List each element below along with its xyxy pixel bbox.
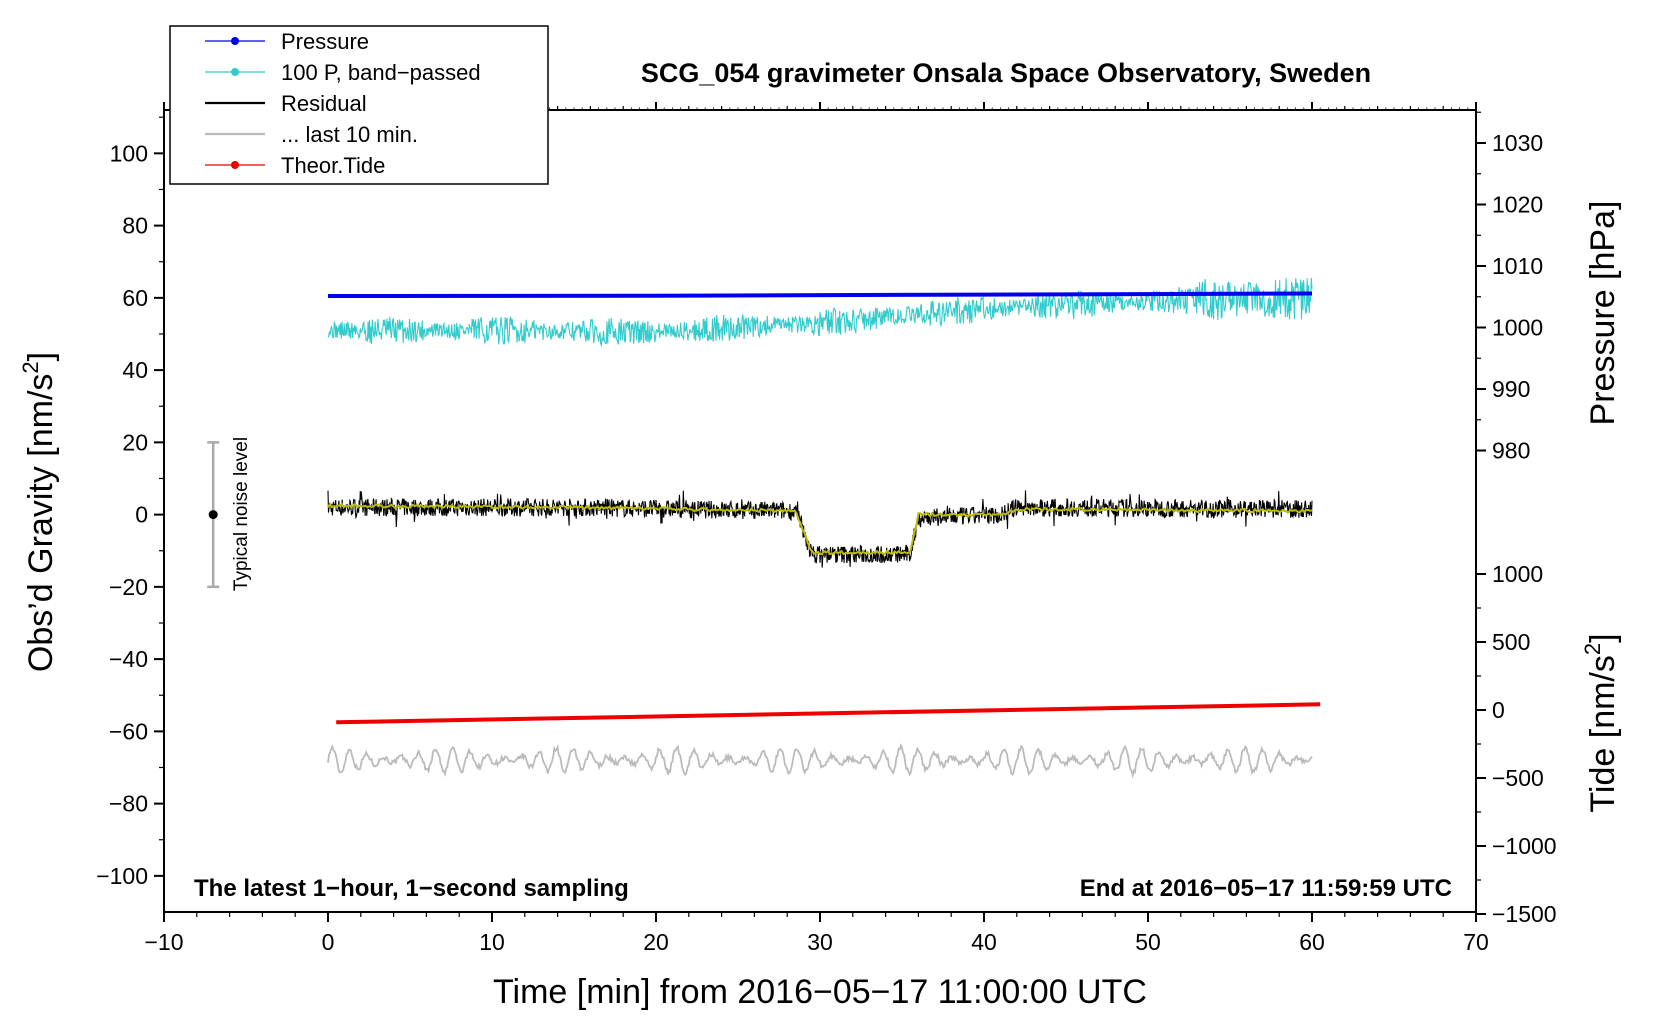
y-left-tick-label-9: −80 [109,791,148,817]
legend-marker-0 [231,37,239,45]
y-tide-tick-label-1: 500 [1492,629,1530,655]
y-left-axis-title: Obs’d Gravity [nm/s2] [18,352,60,672]
y-left-tick-label-4: 20 [122,429,148,455]
y-left-axis-title-sup: 2 [18,361,43,373]
y-left-tick-label-6: −20 [109,574,148,600]
y-left-tick-label-8: −60 [109,718,148,744]
y-pressure-axis-tick-labels: 1030 1020 1010 1000 990 980 [1492,130,1543,464]
y-left-axis-title-main: Obs’d Gravity [nm/s [22,374,60,673]
legend-marker-1 [231,68,239,76]
annotation-end-time: End at 2016−05−17 11:59:59 UTC [1080,875,1452,902]
legend-label-0: Pressure [281,29,369,54]
y-left-tick-label-0: 100 [110,140,148,166]
noise-bar-center-dot [208,510,218,520]
series-residual-line [327,490,1313,568]
y-pressure-tick-label-1: 1020 [1492,192,1543,218]
y-pressure-tick-label-3: 1000 [1492,315,1543,341]
x-tick-label-2: 10 [479,929,505,955]
series-residual-smoothed-line [327,502,1313,556]
y-tide-tick-label-3: −500 [1492,765,1544,791]
y-pressure-tick-label-4: 990 [1492,376,1530,402]
x-tick-label-0: −10 [144,929,183,955]
x-tick-label-8: 70 [1463,929,1489,955]
noise-level-label: Typical noise level [231,437,252,591]
x-tick-label-1: 0 [322,929,335,955]
annotation-sampling: The latest 1−hour, 1−second sampling [194,875,629,902]
legend: Pressure 100 P, band−passed Residual ... la… [169,25,549,185]
y-tide-axis-title-sup: 2 [1580,643,1605,655]
x-axis-title: Time [min] from 2016−05−17 11:00:00 UTC [493,973,1147,1011]
y-left-tick-label-7: −40 [109,646,148,672]
y-tide-tick-label-0: 1000 [1492,561,1543,587]
legend-label-1: 100 P, band−passed [281,60,481,85]
y-left-tick-label-2: 60 [122,285,148,311]
noise-level-bar [207,441,220,589]
legend-box [169,25,549,185]
x-tick-label-6: 50 [1135,929,1161,955]
y-left-tick-label-3: 40 [122,357,148,383]
y-tide-axis-title-close: ] [1584,633,1622,642]
y-left-tick-label-1: 80 [122,213,148,239]
y-tide-axis-title-main: Tide [nm/s [1584,655,1622,812]
y-left-axis-tick-labels: 100 80 60 40 20 0 −20 −40 −60 −80 −100 [96,140,148,889]
x-tick-label-3: 20 [643,929,669,955]
y-pressure-axis-title: Pressure [hPa] [1584,201,1622,426]
y-left-axis-ticks [154,116,164,877]
legend-marker-4 [231,161,239,169]
legend-label-2: Residual [281,91,367,116]
y-tide-axis-title: Tide [nm/s2] [1580,633,1622,812]
legend-label-3: ... last 10 min. [281,122,418,147]
x-axis-tick-labels: −10 0 10 20 30 40 50 60 70 [144,929,1488,955]
series-last-10-min-line [327,743,1313,779]
y-pressure-tick-label-2: 1010 [1492,253,1543,279]
x-tick-label-5: 40 [971,929,997,955]
y-pressure-tick-label-0: 1030 [1492,130,1543,156]
y-left-tick-label-10: −100 [96,863,148,889]
y-tide-axis-tick-labels: 1000 500 0 −500 −1000 −1500 [1492,561,1557,927]
x-tick-label-7: 60 [1299,929,1325,955]
y-pressure-axis-ticks [1476,111,1486,452]
series-pressure-line [327,291,1313,298]
series-tide-line [336,702,1321,725]
y-tide-axis-ticks [1476,573,1486,915]
y-pressure-tick-label-5: 980 [1492,438,1530,464]
series-layer [327,277,1321,779]
chart-title: SCG_054 gravimeter Onsala Space Observat… [641,58,1371,88]
y-tide-tick-label-4: −1000 [1492,833,1557,859]
y-left-tick-label-5: 0 [135,502,148,528]
y-tide-tick-label-2: 0 [1492,697,1505,723]
legend-label-4: Theor.Tide [281,153,385,178]
y-left-axis-title-close: ] [22,352,60,361]
x-tick-label-4: 30 [807,929,833,955]
y-tide-tick-label-5: −1500 [1492,901,1557,927]
